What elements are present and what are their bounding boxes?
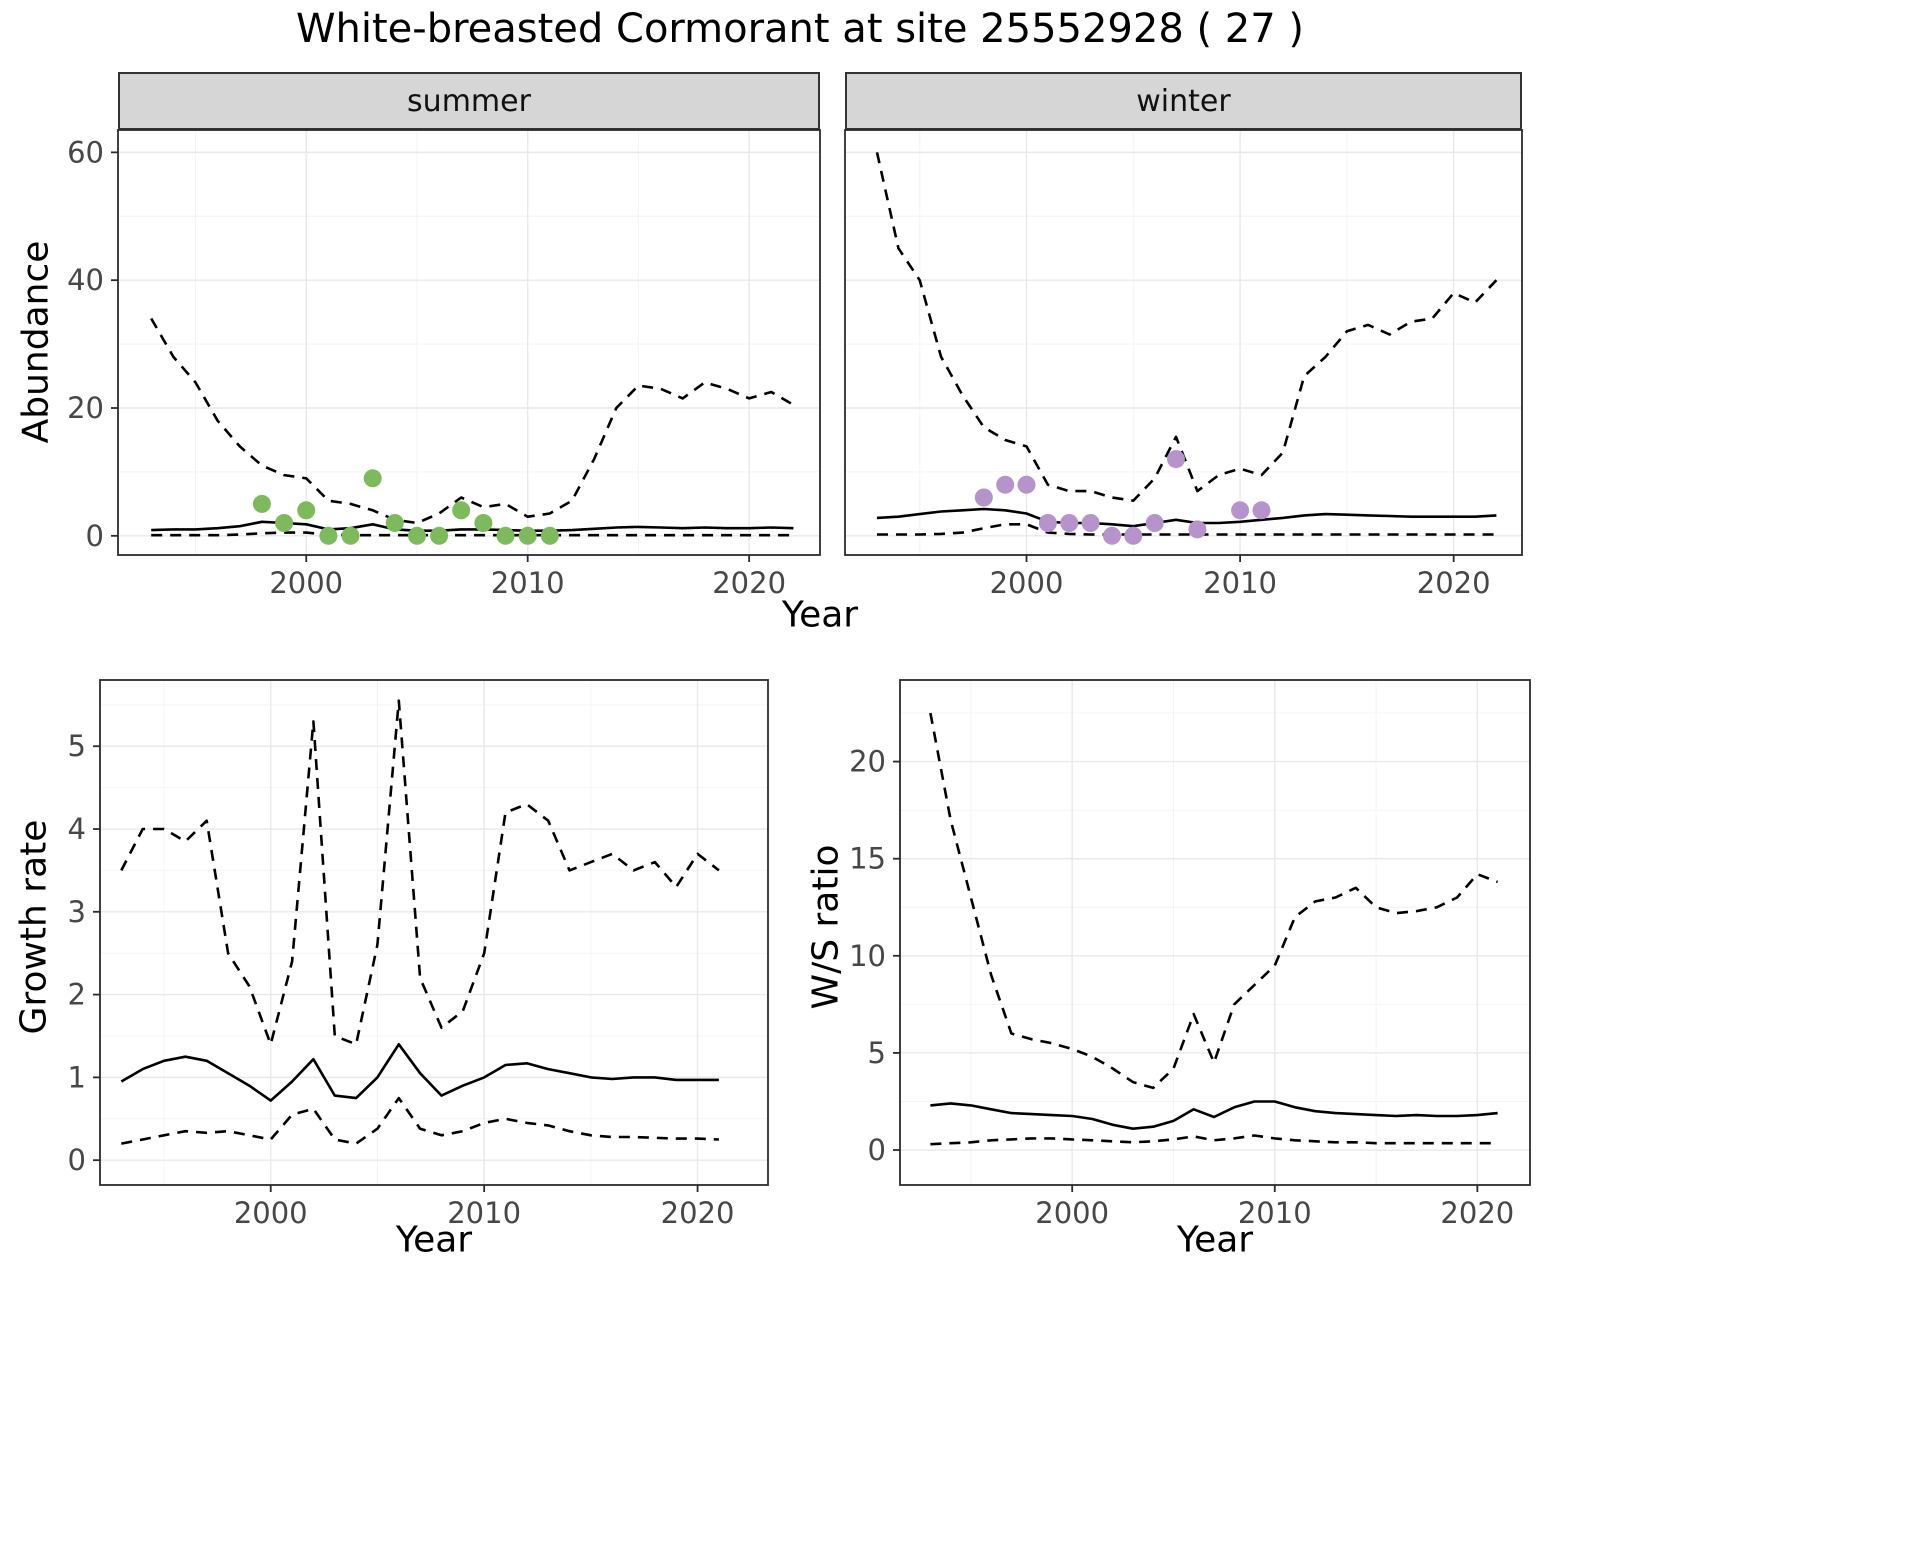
svg-text:60: 60 [67, 135, 104, 169]
svg-text:20: 20 [849, 745, 886, 779]
top-year-axis-title: Year [781, 594, 859, 636]
facet-strip-summer: summer [118, 72, 820, 130]
svg-text:3: 3 [68, 895, 86, 929]
svg-text:2010: 2010 [1203, 566, 1277, 600]
svg-text:2010: 2010 [447, 1196, 521, 1230]
svg-text:20: 20 [67, 391, 104, 425]
svg-text:2000: 2000 [990, 566, 1064, 600]
growth-rate-chart: 2000 2010 2020 0 1 2 3 4 5 [68, 679, 769, 1230]
svg-text:10: 10 [849, 939, 886, 973]
facet-strip-winter-label: winter [1136, 83, 1231, 119]
svg-text:2: 2 [68, 978, 86, 1012]
ws-ratio-chart: 2000 2010 2020 0 5 10 15 20 [849, 679, 1531, 1230]
svg-text:0: 0 [86, 519, 104, 553]
svg-text:2010: 2010 [1238, 1196, 1312, 1230]
svg-text:2000: 2000 [1035, 1196, 1109, 1230]
svg-text:2020: 2020 [1440, 1196, 1514, 1230]
svg-text:2010: 2010 [491, 566, 565, 600]
svg-text:2000: 2000 [234, 1196, 308, 1230]
svg-text:0: 0 [868, 1133, 886, 1167]
abundance-chart-summer: 2000 2010 2020 0 20 40 60 [67, 129, 821, 600]
svg-text:4: 4 [68, 812, 86, 846]
svg-text:2020: 2020 [712, 566, 786, 600]
svg-text:2020: 2020 [661, 1196, 735, 1230]
abundance-axis-title: Abundance [15, 240, 57, 444]
svg-text:2000: 2000 [269, 566, 343, 600]
facet-strip-summer-label: summer [407, 83, 531, 119]
svg-text:5: 5 [68, 729, 86, 763]
facet-strip-winter: winter [845, 72, 1522, 130]
ws-year-axis-title: Year [1176, 1219, 1254, 1261]
svg-text:0: 0 [68, 1143, 86, 1177]
svg-text:5: 5 [868, 1036, 886, 1070]
growth-year-axis-title: Year [395, 1219, 473, 1261]
abundance-chart-winter: 2000 2010 2020 [844, 129, 1523, 600]
svg-text:1: 1 [68, 1060, 86, 1094]
svg-text:40: 40 [67, 263, 104, 297]
chart-title: White-breasted Cormorant at site 2555292… [295, 6, 1305, 52]
svg-text:15: 15 [849, 842, 886, 876]
svg-text:2020: 2020 [1417, 566, 1491, 600]
